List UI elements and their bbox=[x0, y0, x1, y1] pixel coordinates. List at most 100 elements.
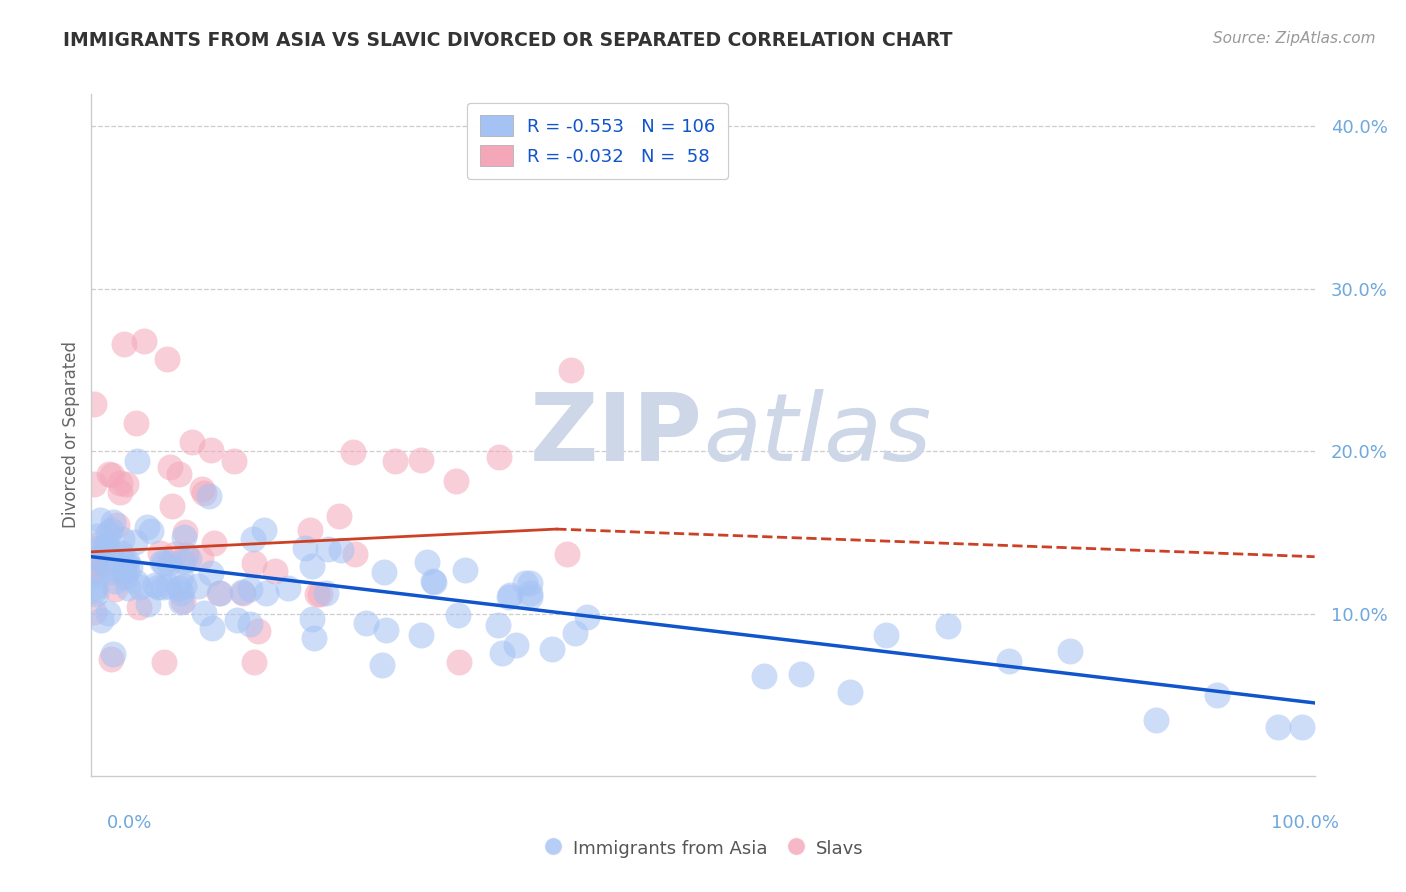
Point bbox=[193, 606, 215, 620]
Point bbox=[754, 669, 776, 683]
Point bbox=[239, 582, 262, 596]
Point bbox=[101, 515, 124, 529]
Point bbox=[83, 564, 105, 578]
Point bbox=[488, 450, 510, 465]
Point bbox=[519, 576, 541, 591]
Point bbox=[174, 548, 197, 562]
Point bbox=[198, 490, 221, 504]
Point bbox=[208, 586, 231, 600]
Point bbox=[449, 655, 471, 669]
Point bbox=[243, 556, 266, 570]
Point bbox=[422, 574, 444, 588]
Point bbox=[174, 524, 197, 539]
Point bbox=[173, 530, 195, 544]
Point bbox=[170, 586, 193, 600]
Point bbox=[97, 606, 120, 620]
Point bbox=[98, 467, 121, 481]
Point bbox=[416, 555, 439, 569]
Point bbox=[329, 542, 352, 557]
Point bbox=[177, 552, 200, 566]
Point bbox=[172, 554, 194, 568]
Point bbox=[107, 517, 129, 532]
Point bbox=[301, 612, 323, 626]
Point bbox=[564, 626, 586, 640]
Point bbox=[505, 638, 527, 652]
Point bbox=[83, 605, 105, 619]
Point bbox=[84, 538, 107, 552]
Point bbox=[124, 534, 146, 549]
Point bbox=[104, 582, 127, 596]
Point bbox=[115, 563, 138, 577]
Point bbox=[94, 538, 117, 552]
Point bbox=[132, 334, 155, 348]
Point bbox=[936, 619, 959, 633]
Text: ZIP: ZIP bbox=[530, 389, 703, 481]
Point bbox=[298, 523, 321, 537]
Text: Source: ZipAtlas.com: Source: ZipAtlas.com bbox=[1212, 31, 1375, 46]
Point bbox=[117, 581, 139, 595]
Point bbox=[181, 435, 204, 450]
Point bbox=[96, 539, 118, 553]
Point bbox=[209, 586, 232, 600]
Point bbox=[193, 486, 215, 500]
Point bbox=[301, 559, 323, 574]
Point bbox=[239, 616, 262, 631]
Point bbox=[243, 655, 266, 669]
Point bbox=[153, 655, 176, 669]
Point bbox=[159, 460, 181, 475]
Point bbox=[118, 560, 141, 574]
Point bbox=[84, 567, 107, 582]
Point bbox=[98, 566, 121, 580]
Point bbox=[254, 585, 277, 599]
Point bbox=[111, 565, 134, 579]
Point bbox=[344, 547, 367, 561]
Point bbox=[156, 352, 179, 367]
Point bbox=[112, 561, 135, 575]
Point bbox=[838, 685, 860, 699]
Point bbox=[373, 566, 395, 580]
Point bbox=[246, 624, 269, 638]
Point bbox=[200, 566, 222, 581]
Point bbox=[90, 614, 112, 628]
Point bbox=[315, 586, 337, 600]
Point bbox=[153, 557, 176, 571]
Point bbox=[453, 563, 475, 577]
Point bbox=[446, 608, 468, 623]
Point bbox=[304, 632, 326, 646]
Point bbox=[87, 541, 110, 556]
Point bbox=[411, 628, 433, 642]
Point bbox=[190, 550, 212, 565]
Point bbox=[232, 585, 254, 599]
Point bbox=[231, 585, 253, 599]
Point bbox=[135, 520, 157, 534]
Point bbox=[103, 647, 125, 661]
Point bbox=[446, 474, 468, 488]
Point bbox=[342, 445, 364, 459]
Point bbox=[1205, 688, 1227, 702]
Legend: R = -0.553   N = 106, R = -0.032   N =  58: R = -0.553 N = 106, R = -0.032 N = 58 bbox=[467, 103, 728, 178]
Point bbox=[423, 574, 446, 589]
Point bbox=[202, 536, 225, 550]
Point bbox=[519, 590, 541, 604]
Point bbox=[513, 575, 536, 590]
Point bbox=[316, 541, 339, 556]
Point bbox=[1144, 713, 1167, 727]
Point bbox=[491, 647, 513, 661]
Point bbox=[201, 621, 224, 635]
Point bbox=[560, 363, 582, 377]
Point bbox=[187, 579, 209, 593]
Point bbox=[128, 580, 150, 594]
Point bbox=[114, 556, 136, 570]
Point bbox=[200, 443, 222, 458]
Point bbox=[150, 555, 173, 569]
Point bbox=[555, 547, 578, 561]
Point bbox=[86, 529, 108, 543]
Point bbox=[83, 396, 105, 410]
Point bbox=[112, 337, 135, 351]
Point bbox=[305, 587, 328, 601]
Point bbox=[998, 654, 1021, 668]
Text: 100.0%: 100.0% bbox=[1271, 814, 1339, 831]
Point bbox=[125, 416, 148, 430]
Point bbox=[125, 575, 148, 590]
Point bbox=[173, 579, 195, 593]
